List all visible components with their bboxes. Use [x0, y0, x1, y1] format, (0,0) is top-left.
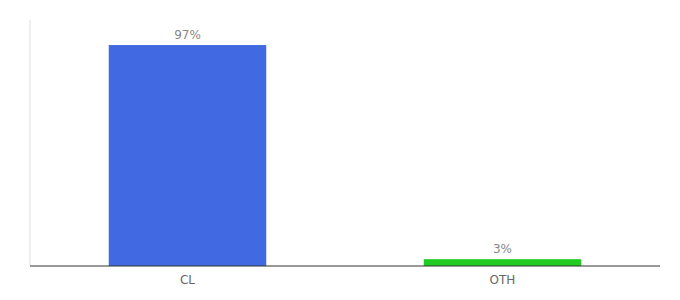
data-label: 97% [174, 28, 201, 42]
bars [109, 45, 582, 266]
x-tick-label: OTH [490, 273, 516, 287]
chart-container: CL OTH 97% 3% [0, 0, 680, 300]
y-range-line [30, 20, 31, 266]
chart: CL OTH 97% 3% [0, 0, 680, 300]
x-tick-label: CL [180, 273, 195, 287]
x-axis-line [30, 266, 660, 267]
bar [109, 45, 267, 266]
data-label: 3% [493, 242, 512, 256]
bar [424, 259, 582, 266]
